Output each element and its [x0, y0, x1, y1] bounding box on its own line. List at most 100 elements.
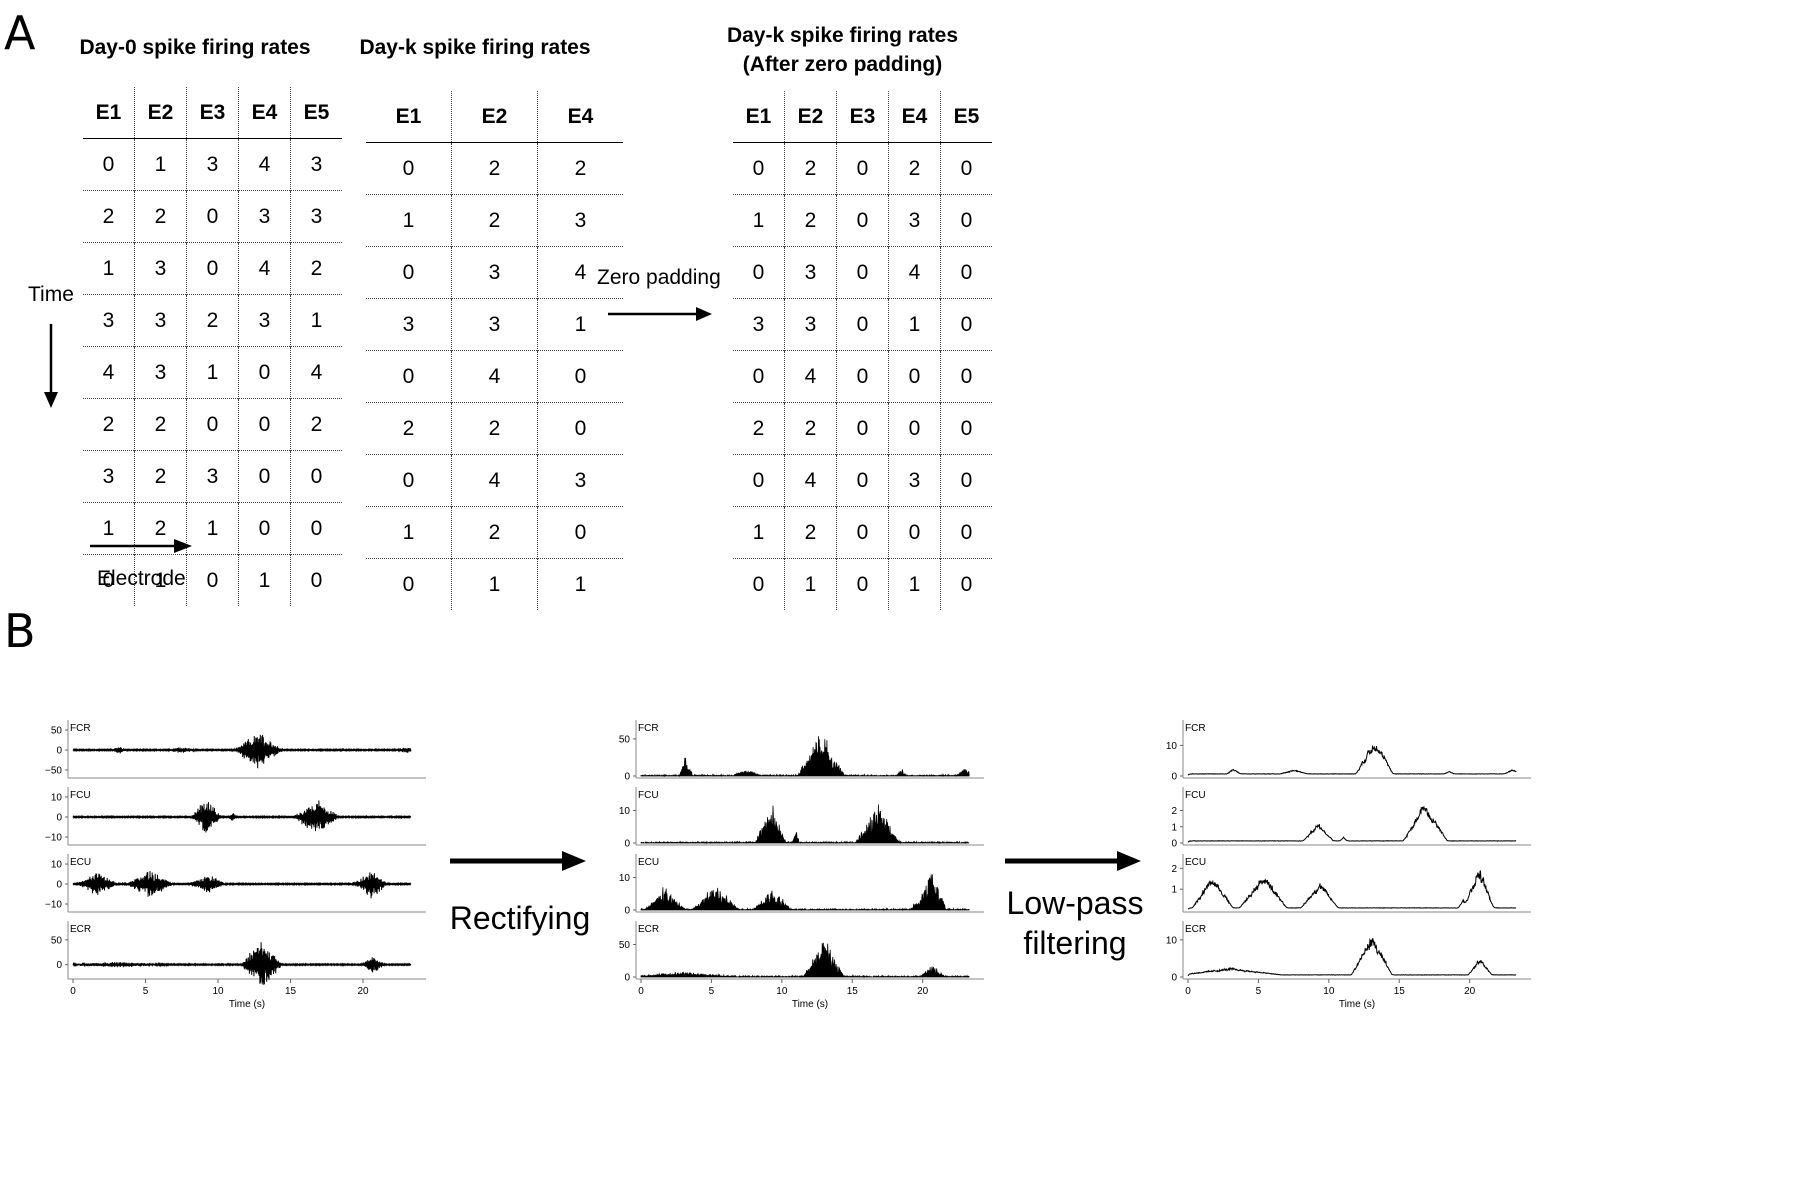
- table-cell: 1: [83, 242, 135, 295]
- emg-trace-fcr: [640, 736, 970, 778]
- table-cell: 0: [888, 350, 941, 403]
- emg-trace-fcu: [72, 800, 412, 833]
- table-cell: 3: [537, 194, 623, 247]
- table-cell: 3: [784, 298, 837, 351]
- table-cell: 2: [290, 398, 342, 451]
- table-cell: 4: [290, 346, 342, 399]
- table-cell: 0: [836, 454, 889, 507]
- electrode-arrow: [90, 539, 192, 553]
- day0-firing-rate-table: E1 E2 E3 E4 E5 0 1 3 4 3 2 2 0 3 3 1 3 0 4 2 3 3 2 3 1 4 3 1 0 4 2 2 0 0 2…: [83, 87, 342, 606]
- table-cell: 0: [888, 402, 941, 455]
- table-cell: 1: [186, 502, 239, 555]
- table-cell: 0: [940, 246, 992, 299]
- y-tick-label: −10: [45, 900, 62, 911]
- y-tick-label: 2: [1171, 806, 1177, 817]
- table-cell: 1: [888, 558, 941, 610]
- table-cell: 0: [940, 194, 992, 247]
- table-cell: 2: [134, 450, 187, 503]
- x-tick-label: 0: [638, 986, 644, 997]
- x-tick-label: 15: [285, 986, 297, 997]
- table-cell: 0: [186, 398, 239, 451]
- y-tick-label: 50: [619, 734, 631, 745]
- lowpass-label: Low-pass filtering: [1006, 885, 1144, 961]
- table-cell: 3: [451, 246, 538, 299]
- time-label: Time: [28, 283, 74, 306]
- zero-padding-label: Zero padding: [597, 266, 721, 289]
- table-cell: 0: [238, 346, 291, 399]
- column-header: E3: [836, 91, 889, 143]
- y-tick-label: 0: [56, 960, 62, 971]
- y-tick-label: 10: [619, 873, 631, 884]
- table-cell: 3: [733, 298, 785, 351]
- table-cell: 0: [836, 142, 889, 195]
- table-cell: 0: [940, 506, 992, 559]
- table-cell: 0: [836, 246, 889, 299]
- y-tick-label: 0: [1171, 839, 1177, 850]
- table-cell: 2: [134, 398, 187, 451]
- table-cell: 0: [238, 398, 291, 451]
- table-cell: 2: [451, 506, 538, 559]
- table-cell: 0: [733, 454, 785, 507]
- column-header: E2: [784, 91, 837, 143]
- y-tick-label: 1: [1171, 822, 1177, 833]
- table-cell: 4: [238, 242, 291, 295]
- lowpass-arrow: [1005, 851, 1141, 871]
- table-cell: 3: [134, 242, 187, 295]
- y-tick-label: 0: [56, 880, 62, 891]
- rectifying-label: Rectifying: [449, 900, 591, 936]
- table-cell: 1: [733, 506, 785, 559]
- y-tick-label: 10: [619, 806, 631, 817]
- x-axis-label: Time (s): [1339, 999, 1375, 1010]
- table-cell: 0: [733, 558, 785, 610]
- table-cell: 2: [784, 142, 837, 195]
- emg-trace-fcu: [1187, 805, 1517, 843]
- table-cell: 0: [186, 242, 239, 295]
- table-cell: 0: [290, 554, 342, 606]
- table-cell: 2: [451, 402, 538, 455]
- table-cell: 0: [940, 558, 992, 610]
- table-cell: 2: [784, 402, 837, 455]
- table-cell: 0: [186, 554, 239, 606]
- column-header: E2: [451, 91, 538, 143]
- channel-label: ECU: [70, 857, 91, 868]
- channel-label: ECR: [1185, 924, 1206, 935]
- channel-label: ECU: [1185, 857, 1206, 868]
- column-header: E1: [366, 91, 452, 143]
- emg-trace-fcr: [72, 734, 412, 769]
- x-tick-label: 10: [212, 986, 224, 997]
- channel-label: ECU: [638, 857, 659, 868]
- table-cell: 1: [888, 298, 941, 351]
- table-cell: 0: [836, 558, 889, 610]
- table-cell: 3: [290, 190, 342, 243]
- table-cell: 2: [888, 142, 941, 195]
- x-tick-label: 20: [917, 986, 929, 997]
- table-cell: 2: [451, 142, 538, 195]
- x-tick-label: 20: [357, 986, 369, 997]
- table-cell: 3: [186, 138, 239, 191]
- zero-padding-arrow: [608, 307, 712, 321]
- channel-label: FCR: [70, 723, 91, 734]
- channel-label: FCR: [638, 723, 659, 734]
- table-cell: 0: [366, 350, 452, 403]
- x-tick-label: 5: [709, 986, 715, 997]
- table-cell: 0: [940, 402, 992, 455]
- table-cell: 4: [451, 454, 538, 507]
- emg-trace-ecu: [640, 874, 970, 912]
- table-cell: 3: [784, 246, 837, 299]
- table-cell: 2: [186, 294, 239, 347]
- table-cell: 4: [238, 138, 291, 191]
- table-cell: 0: [366, 246, 452, 299]
